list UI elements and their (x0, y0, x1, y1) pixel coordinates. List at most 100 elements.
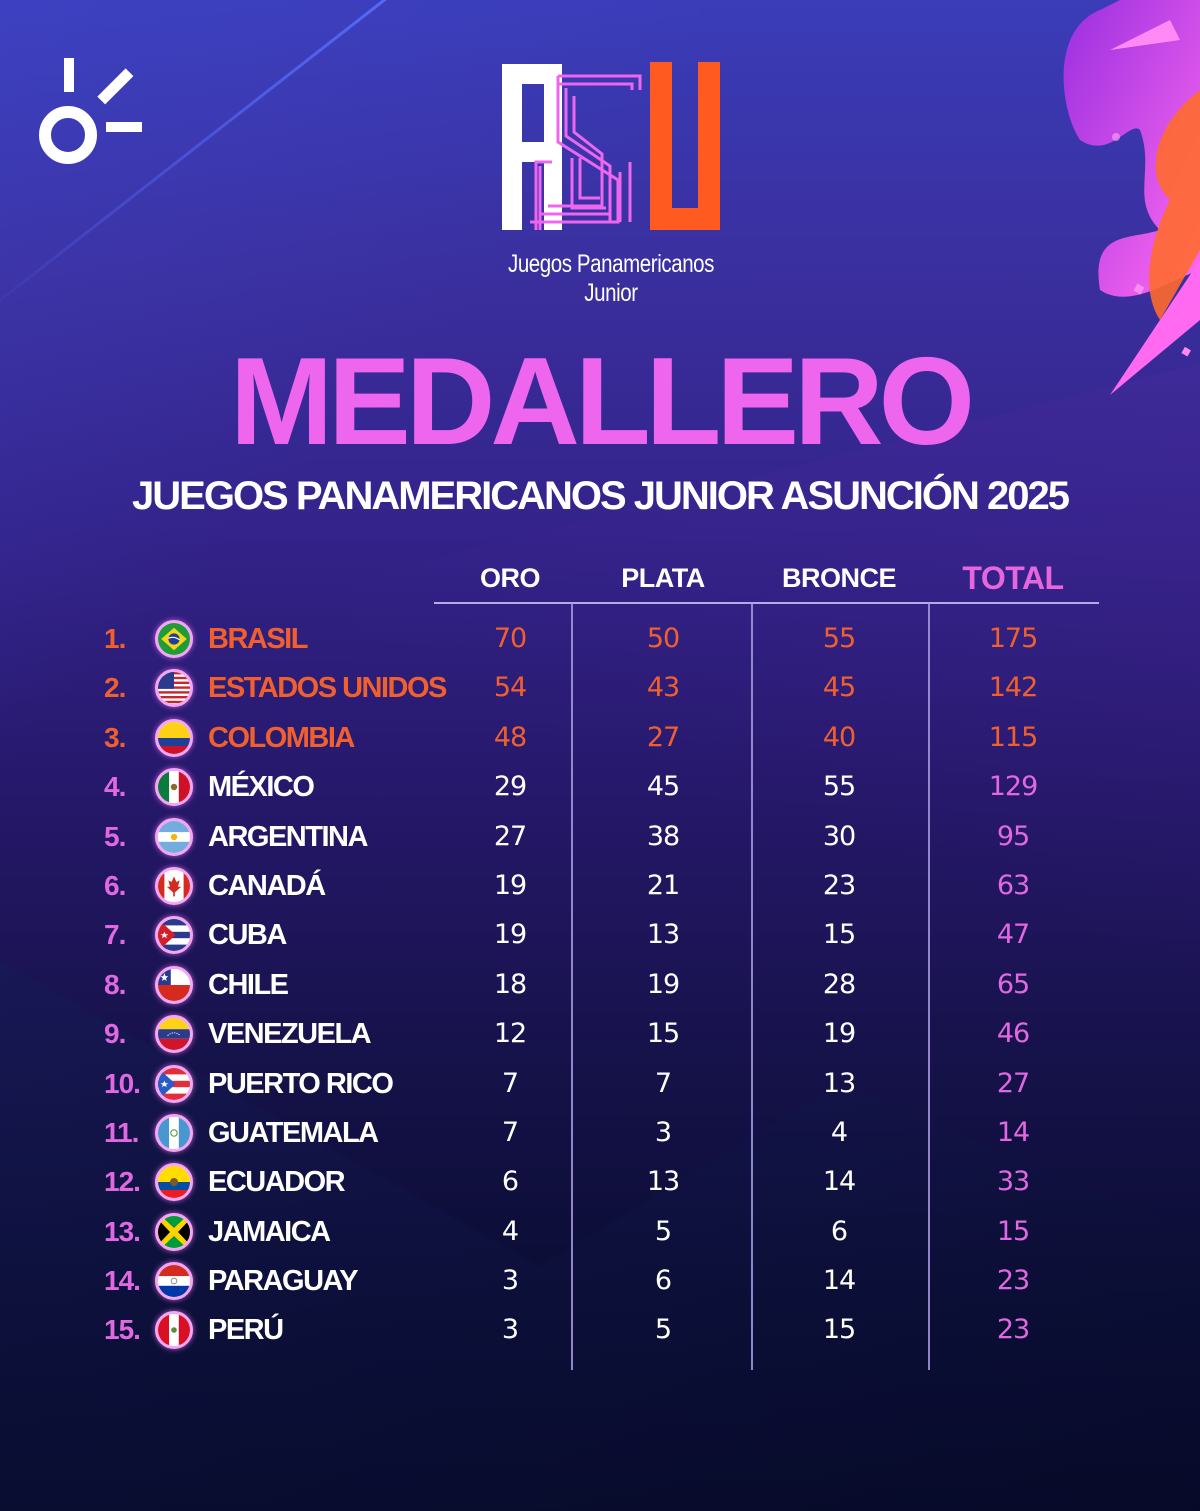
table-row: 8. CHILE 18 19 28 65 (0, 960, 1200, 1009)
gold-count: 3 (501, 1265, 519, 1297)
gold-count: 54 (493, 672, 527, 704)
total-count: 46 (996, 1018, 1030, 1050)
gold-count: 12 (493, 1018, 527, 1050)
bronze-count: 13 (822, 1067, 856, 1099)
total-count: 14 (996, 1116, 1030, 1148)
bronze-count: 55 (822, 623, 856, 654)
bronze-count: 45 (822, 672, 856, 704)
country-name: ECUADOR (208, 1166, 346, 1199)
page-title: MEDALLERO (229, 333, 975, 471)
country-name: ESTADOS UNIDOS (208, 672, 447, 705)
puerto-rico-flag-icon (155, 1064, 193, 1103)
gold-count: 48 (493, 721, 527, 753)
silver-count: 15 (646, 1018, 680, 1050)
table-row: 12. ECUADOR 6 13 14 33 (0, 1157, 1200, 1206)
brand-logo-icon (39, 58, 142, 164)
country-name: PUERTO RICO (208, 1067, 394, 1100)
canada-flag-icon (155, 866, 193, 905)
country-name: PARAGUAY (208, 1265, 359, 1298)
ecuador-flag-icon (155, 1163, 193, 1202)
chile-flag-icon (155, 965, 193, 1004)
mexico-flag-icon (155, 768, 193, 807)
rank: 11. (104, 1116, 139, 1148)
argentina-flag-icon (155, 817, 193, 856)
bronze-count: 14 (822, 1265, 856, 1297)
table-row: 4. MÉXICO 29 45 55 129 (0, 762, 1200, 811)
gold-count: 6 (501, 1166, 519, 1198)
bronze-count: 40 (822, 721, 856, 753)
silver-count: 21 (646, 869, 680, 901)
column-header-plata: PLATA (621, 563, 705, 593)
column-header-bronce: BRONCE (781, 563, 897, 593)
total-count: 23 (996, 1265, 1030, 1297)
asu-2025-event-logo (502, 62, 720, 230)
country-name: GUATEMALA (208, 1116, 379, 1149)
country-name: MÉXICO (208, 771, 315, 804)
gold-count: 3 (501, 1314, 519, 1346)
bronze-count: 15 (822, 919, 856, 951)
silver-count: 13 (646, 1166, 680, 1198)
table-header: ORO PLATA BRONCE TOTAL (0, 560, 1200, 596)
column-divider (571, 603, 573, 1370)
bronze-count: 6 (830, 1215, 848, 1247)
gold-count: 7 (501, 1116, 519, 1148)
rank: 5. (104, 820, 126, 852)
rank: 15. (104, 1314, 141, 1346)
country-name: JAMAICA (208, 1215, 331, 1248)
silver-count: 13 (646, 919, 680, 951)
silver-count: 5 (654, 1314, 672, 1346)
table-row: 3. COLOMBIA 48 27 40 115 (0, 713, 1200, 762)
total-count: 115 (988, 721, 1039, 753)
rank: 6. (104, 869, 126, 901)
guatemala-flag-icon (155, 1113, 193, 1152)
table-row: 14. PARAGUAY 3 6 14 23 (0, 1256, 1200, 1305)
rank: 2. (104, 672, 126, 704)
rank: 3. (104, 721, 126, 753)
table-row: 11. GUATEMALA 7 3 4 14 (0, 1108, 1200, 1157)
table-row: 9. VENEZUELA 12 15 19 46 (0, 1009, 1200, 1058)
country-name: PERÚ (208, 1314, 284, 1347)
total-count: 95 (996, 820, 1030, 852)
gold-count: 19 (493, 919, 527, 951)
brazil-flag-icon (155, 620, 193, 658)
rank: 7. (104, 919, 126, 951)
gold-count: 4 (501, 1215, 519, 1247)
usa-flag-icon (155, 669, 193, 708)
country-name: CHILE (208, 968, 289, 1001)
bronze-count: 30 (822, 820, 856, 852)
peru-flag-icon (155, 1311, 193, 1350)
decorative-splash (1063, 0, 1200, 395)
country-name: ARGENTINA (208, 820, 368, 853)
total-count: 47 (996, 919, 1030, 951)
column-divider (928, 603, 930, 1370)
table-row: 10. PUERTO RICO 7 7 13 27 (0, 1059, 1200, 1108)
event-caption-line2: Junior (584, 279, 638, 307)
total-count: 15 (996, 1215, 1030, 1247)
rank: 13. (104, 1215, 141, 1247)
country-name: BRASIL (208, 623, 308, 655)
silver-count: 5 (654, 1215, 672, 1247)
rank: 9. (104, 1018, 126, 1050)
country-name: CUBA (208, 919, 287, 952)
silver-count: 7 (654, 1067, 672, 1099)
rank: 12. (104, 1166, 141, 1198)
venezuela-flag-icon (155, 1015, 193, 1054)
country-name: VENEZUELA (208, 1018, 372, 1051)
silver-count: 6 (654, 1265, 672, 1297)
table-row: 2. ESTADOS UNIDOS 54 43 45 142 (0, 663, 1200, 712)
rank: 4. (104, 771, 126, 803)
bronze-count: 28 (822, 968, 856, 1000)
silver-count: 45 (646, 771, 680, 803)
bronze-count: 23 (822, 869, 856, 901)
paraguay-flag-icon (155, 1262, 193, 1301)
gold-count: 70 (493, 623, 527, 654)
bronze-count: 55 (822, 771, 856, 803)
silver-count: 19 (646, 968, 680, 1000)
country-name: COLOMBIA (208, 721, 355, 754)
colombia-flag-icon (155, 718, 193, 757)
silver-count: 3 (654, 1116, 672, 1148)
table-row: 1. BRASIL 70 50 55 175 (0, 614, 1200, 663)
column-divider (751, 603, 753, 1370)
gold-count: 27 (493, 820, 527, 852)
total-count: 27 (996, 1067, 1030, 1099)
